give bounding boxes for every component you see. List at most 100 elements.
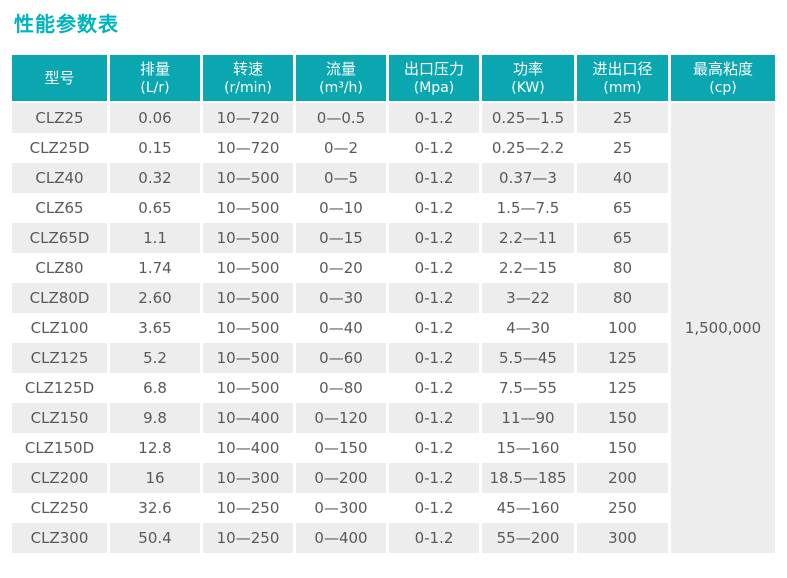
table-row: CLZ25 0.06 10—720 0—0.5 0-1.2 0.25—1.5 25 1,500… [12,103,775,553]
table-row: CLZ80D 2.60 10—500 0—30 0-1.2 3—22 80 [12,283,775,313]
value-cell: 200 [577,463,668,493]
column-header-unit: (cp) [709,79,737,96]
value-cell: 2.2—11 [482,223,574,253]
value-cell: 65 [577,223,668,253]
value-cell: 0-1.2 [389,433,479,463]
value-cell: 18.5—185 [482,463,574,493]
column-header-7: 进出口径 (mm) [577,55,668,103]
column-header-1: 型号 [12,55,107,103]
value-cell: 0—120 [296,403,386,433]
table-header: 型号 排量 (L/r) 转速 (r/min) 流量 (m³/h) 出口压力 (Mpa) 功率 (KW… [12,55,775,103]
column-header-2: 排量 (L/r) [110,55,200,103]
value-cell: 0-1.2 [389,283,479,313]
table-row: CLZ80 1.74 10—500 0—20 0-1.2 2.2—15 80 [12,253,775,283]
model-cell: CLZ65D [12,223,107,253]
value-cell: 0—300 [296,493,386,523]
value-cell: 2.2—15 [482,253,574,283]
model-cell: CLZ125 [12,343,107,373]
value-cell: 3—22 [482,283,574,313]
model-cell: CLZ200 [12,463,107,493]
value-cell: 0.15 [110,133,200,163]
value-cell: 15—160 [482,433,574,463]
value-cell: 0.37—3 [482,163,574,193]
value-cell: 25 [577,103,668,133]
value-cell: 0—2 [296,133,386,163]
model-cell: CLZ150D [12,433,107,463]
value-cell: 0-1.2 [389,493,479,523]
value-cell: 125 [577,343,668,373]
table-row: CLZ65 0.65 10—500 0—10 0-1.2 1.5—7.5 65 [12,193,775,223]
value-cell: 32.6 [110,493,200,523]
value-cell: 10—500 [203,373,293,403]
performance-table-wrap: 型号 排量 (L/r) 转速 (r/min) 流量 (m³/h) 出口压力 (Mpa) 功率 (KW… [12,55,775,553]
column-header-3: 转速 (r/min) [203,55,293,103]
value-cell: 0-1.2 [389,133,479,163]
value-cell: 0—30 [296,283,386,313]
value-cell: 50.4 [110,523,200,553]
value-cell: 0.65 [110,193,200,223]
value-cell: 10—500 [203,343,293,373]
value-cell: 150 [577,433,668,463]
column-header-unit: (m³/h) [319,79,363,96]
value-cell: 0—80 [296,373,386,403]
value-cell: 125 [577,373,668,403]
table-body: CLZ25 0.06 10—720 0—0.5 0-1.2 0.25—1.5 25 1,500… [12,103,775,553]
table-row: CLZ300 50.4 10—250 0—400 0-1.2 55—200 300 [12,523,775,553]
value-cell: 45—160 [482,493,574,523]
model-cell: CLZ65 [12,193,107,223]
value-cell: 0—40 [296,313,386,343]
value-cell: 250 [577,493,668,523]
value-cell: 25 [577,133,668,163]
value-cell: 1.1 [110,223,200,253]
value-cell: 10—500 [203,193,293,223]
value-cell: 11—90 [482,403,574,433]
value-cell: 0-1.2 [389,523,479,553]
value-cell: 0.06 [110,103,200,133]
table-row: CLZ250 32.6 10—250 0—300 0-1.2 45—160 250 [12,493,775,523]
column-header-label: 功率 [512,59,543,78]
value-cell: 0.25—1.5 [482,103,574,133]
value-cell: 0—20 [296,253,386,283]
value-cell: 0-1.2 [389,343,479,373]
value-cell: 0-1.2 [389,223,479,253]
value-cell: 0-1.2 [389,163,479,193]
column-header-label: 流量 [325,59,356,78]
value-cell: 0—15 [296,223,386,253]
column-header-label: 转速 [232,59,263,78]
model-cell: CLZ250 [12,493,107,523]
value-cell: 10—720 [203,103,293,133]
value-cell: 2.60 [110,283,200,313]
value-cell: 5.5—45 [482,343,574,373]
column-header-label: 出口压力 [403,59,464,78]
value-cell: 0-1.2 [389,253,479,283]
value-cell: 10—300 [203,463,293,493]
value-cell: 150 [577,403,668,433]
value-cell: 10—500 [203,163,293,193]
column-header-unit: (mm) [603,79,642,96]
page-title: 性能参数表 [14,12,119,36]
value-cell: 7.5—55 [482,373,574,403]
value-cell: 10—720 [203,133,293,163]
table-row: CLZ125D 6.8 10—500 0—80 0-1.2 7.5—55 125 [12,373,775,403]
value-cell: 0.32 [110,163,200,193]
value-cell: 0.25—2.2 [482,133,574,163]
table-row: CLZ150 9.8 10—400 0—120 0-1.2 11—90 150 [12,403,775,433]
value-cell: 0-1.2 [389,463,479,493]
model-cell: CLZ150 [12,403,107,433]
table-row: CLZ125 5.2 10—500 0—60 0-1.2 5.5—45 125 [12,343,775,373]
value-cell: 40 [577,163,668,193]
model-cell: CLZ80 [12,253,107,283]
value-cell: 10—400 [203,433,293,463]
performance-table: 型号 排量 (L/r) 转速 (r/min) 流量 (m³/h) 出口压力 (Mpa) 功率 (KW… [12,55,775,553]
table-row: CLZ150D 12.8 10—400 0—150 0-1.2 15—160 150 [12,433,775,463]
value-cell: 0—0.5 [296,103,386,133]
column-header-unit: (KW) [511,79,545,96]
column-header-6: 功率 (KW) [482,55,574,103]
value-cell: 0-1.2 [389,373,479,403]
column-header-unit: (Mpa) [413,79,455,96]
model-cell: CLZ40 [12,163,107,193]
value-cell: 0—200 [296,463,386,493]
column-header-4: 流量 (m³/h) [296,55,386,103]
value-cell: 1.74 [110,253,200,283]
value-cell: 0—10 [296,193,386,223]
